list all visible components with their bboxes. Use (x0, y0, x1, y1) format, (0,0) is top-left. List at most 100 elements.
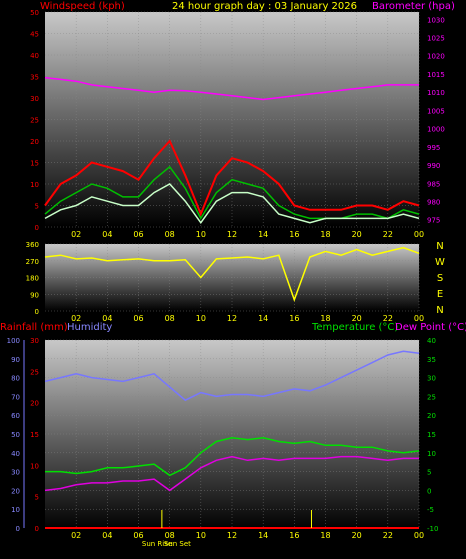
temperature-axis-label: -5 (427, 506, 434, 514)
hour-tick-label: 20 (352, 314, 362, 323)
rainfall-label: Rainfall (mm) (0, 322, 68, 333)
wind-axis-label: 50 (30, 9, 39, 17)
humidity-axis-label: 30 (11, 469, 20, 477)
temperature-axis-label: 35 (427, 356, 436, 364)
wind-axis-label: 40 (30, 52, 39, 60)
rain-axis-label: 25 (30, 368, 39, 376)
temperature-axis-label: 5 (427, 469, 431, 477)
compass-label: S (437, 273, 443, 284)
hour-tick-label: 00 (414, 230, 424, 239)
hour-tick-label: 10 (196, 314, 206, 323)
temperature-axis-label: 20 (427, 412, 436, 420)
temperature-axis-label: 15 (427, 431, 436, 439)
barometer-axis-label: 1020 (427, 53, 445, 61)
hour-tick-label: 22 (383, 230, 393, 239)
temperature-panel: 02 04 06 08 10 12 14 16 18 20 22 000102030405060708… (7, 337, 439, 548)
direction-axis-label: 360 (26, 241, 39, 249)
barometer-title: Barometer (hpa) (372, 1, 455, 12)
compass-label: N (436, 305, 443, 316)
hour-tick-label: 22 (383, 531, 393, 540)
hour-tick-label: 20 (352, 230, 362, 239)
rain-axis-label: 15 (30, 431, 39, 439)
wind-average-line (44, 165, 420, 220)
hour-tick-label: 02 (71, 314, 81, 323)
humidity-axis-label: 50 (11, 431, 20, 439)
panel-temperature-background (45, 340, 419, 530)
wind-axis-label: 0 (35, 224, 39, 232)
direction-axis-label: 90 (30, 291, 39, 299)
wind-title: Windspeed (kph) (40, 1, 125, 12)
barometer-axis-label: 990 (427, 162, 440, 170)
barometer-axis-label: 1000 (427, 126, 445, 134)
wind-axis-label: 15 (30, 160, 39, 168)
barometer-line (44, 76, 419, 101)
hour-tick-label: 02 (71, 230, 81, 239)
wind-axis-label: 30 (30, 95, 39, 103)
barometer-axis-label: 980 (427, 198, 440, 206)
hour-tick-label: 04 (102, 531, 112, 540)
hour-tick-label: 16 (289, 531, 299, 540)
humidity-axis-label: 40 (11, 450, 20, 458)
rain-axis-label: 0 (35, 525, 39, 533)
hour-tick-label: 04 (102, 230, 112, 239)
direction-axis-label: 0 (35, 308, 39, 316)
wind-axis-label: 10 (30, 181, 39, 189)
humidity-label: Humidity (67, 322, 112, 333)
dewpoint-label: Dew Point (°C) (395, 322, 466, 333)
temperature-axis-label: 30 (427, 375, 436, 383)
hour-tick-label: 18 (320, 531, 330, 540)
humidity-axis-label: 60 (11, 412, 20, 420)
hour-tick-label: 14 (258, 230, 268, 239)
temperature-line (45, 437, 420, 477)
hour-tick-label: 12 (227, 314, 237, 323)
hour-tick-label: 10 (196, 531, 206, 540)
wind-speed-line (44, 183, 420, 224)
hour-tick-label: 12 (227, 531, 237, 540)
wind-axis-label: 45 (30, 31, 39, 39)
humidity-axis-label: 0 (16, 525, 20, 533)
hour-tick-label: 06 (133, 531, 143, 540)
barometer-axis-label: 1025 (427, 35, 445, 43)
rain-axis-label: 5 (35, 494, 39, 502)
hour-tick-label: 18 (320, 314, 330, 323)
barometer-axis-label: 975 (427, 217, 440, 225)
humidity-axis-label: 90 (11, 356, 20, 364)
sunset-label: Sun Set (164, 540, 191, 548)
temperature-axis-label: 40 (427, 337, 436, 345)
wind-direction-line (44, 246, 420, 303)
humidity-axis-label: 80 (11, 375, 20, 383)
compass-label: N (436, 241, 443, 252)
temperature-axis-label: 25 (427, 393, 436, 401)
humidity-axis-label: 10 (11, 506, 20, 514)
hour-tick-label: 10 (196, 230, 206, 239)
compass-label: W (435, 257, 445, 268)
humidity-line (44, 350, 420, 402)
hour-tick-label: 22 (383, 314, 393, 323)
hour-tick-label: 16 (289, 314, 299, 323)
humidity-axis-label: 20 (11, 487, 20, 495)
humidity-axis-label: 100 (7, 337, 20, 345)
rain-axis-label: 20 (30, 400, 39, 408)
wind-axis-label: 5 (35, 203, 39, 211)
hour-tick-label: 20 (352, 531, 362, 540)
hour-tick-label: 08 (165, 531, 175, 540)
hour-tick-label: 14 (258, 531, 268, 540)
barometer-axis-label: 1015 (427, 71, 445, 79)
barometer-axis-label: 1005 (427, 107, 445, 115)
compass-label: E (437, 289, 443, 300)
wind-axis-label: 35 (30, 74, 39, 82)
hour-tick-label: 04 (102, 314, 112, 323)
barometer-axis-label: 985 (427, 180, 440, 188)
temperature-label: Temperature (°C) (311, 322, 398, 333)
barometer-axis-label: 1030 (427, 16, 445, 24)
temperature-axis-label: 10 (427, 450, 436, 458)
wind-axis-label: 25 (30, 117, 39, 125)
humidity-axis-label: 70 (11, 393, 20, 401)
hour-tick-label: 08 (165, 314, 175, 323)
temperature-axis-label: -10 (427, 525, 438, 533)
direction-axis-label: 270 (26, 258, 39, 266)
hour-tick-label: 16 (289, 230, 299, 239)
direction-axis-label: 180 (26, 275, 39, 283)
barometer-axis-label: 1010 (427, 89, 445, 97)
